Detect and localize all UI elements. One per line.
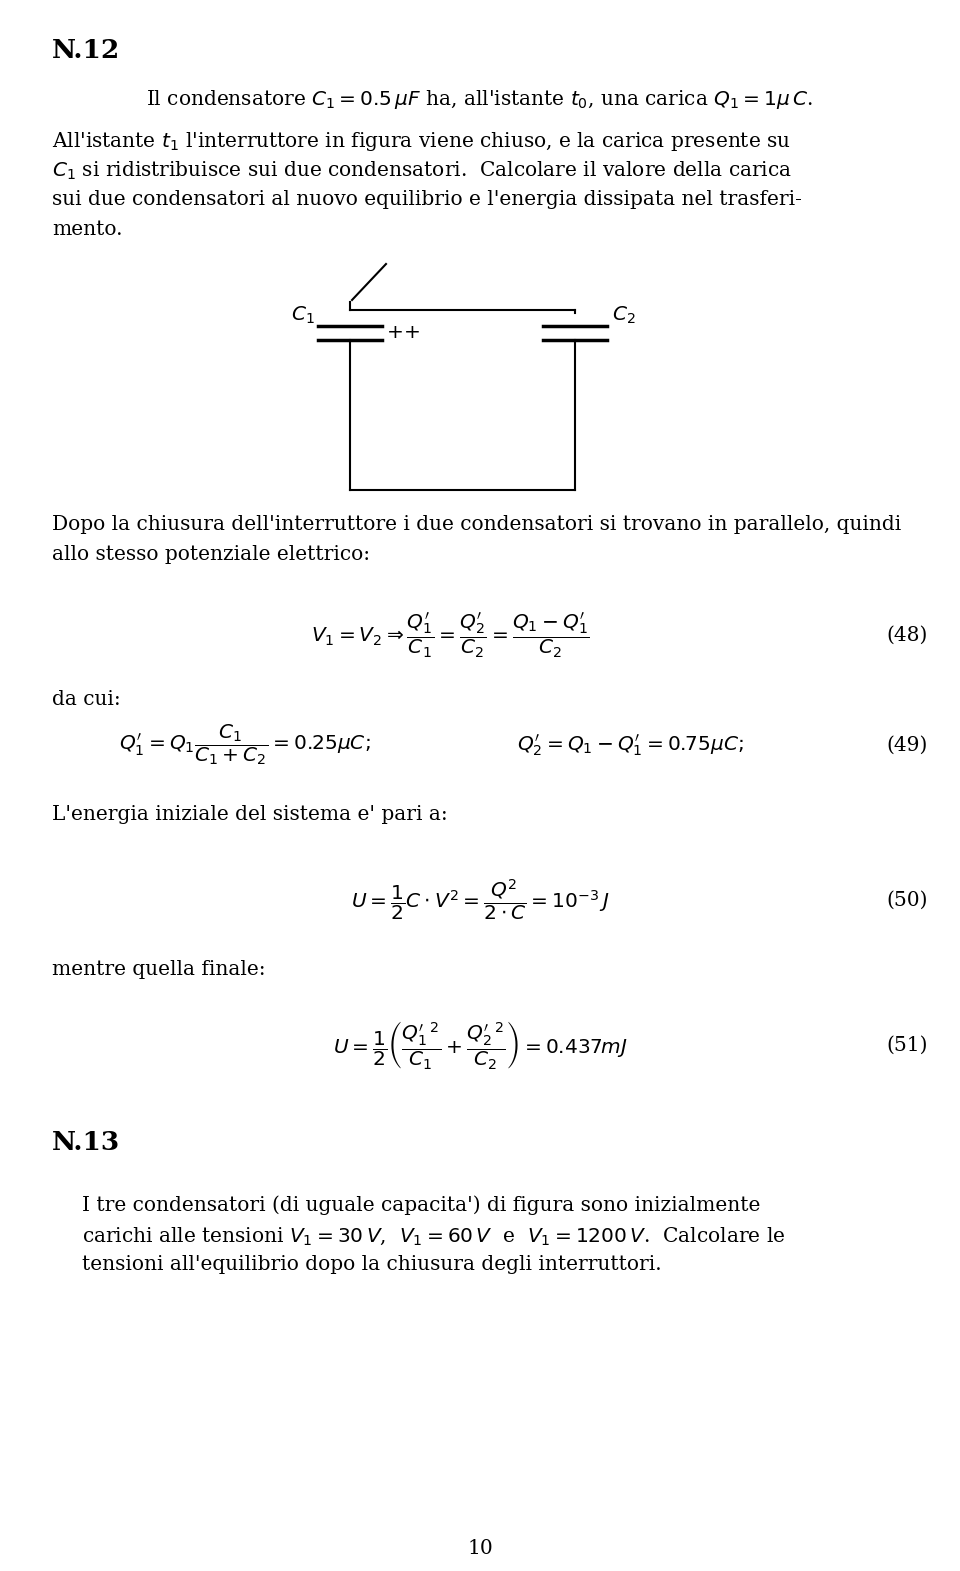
Text: $C_1$: $C_1$: [291, 305, 315, 327]
Text: tensioni all'equilibrio dopo la chiusura degli interruttori.: tensioni all'equilibrio dopo la chiusura…: [82, 1255, 661, 1274]
Text: (48): (48): [887, 625, 928, 644]
Text: N.12: N.12: [52, 38, 120, 63]
Text: $+\!+$: $+\!+$: [386, 322, 420, 341]
Text: (49): (49): [887, 735, 928, 754]
Text: $U = \dfrac{1}{2}\left(\dfrac{Q_1'^{\,2}}{C_1} + \dfrac{Q_2'^{\,2}}{C_2}\right) : $U = \dfrac{1}{2}\left(\dfrac{Q_1'^{\,2}…: [333, 1020, 627, 1071]
Text: $V_1 = V_2 \Rightarrow \dfrac{Q_1'}{C_1} = \dfrac{Q_2'}{C_2} = \dfrac{Q_1 - Q_1': $V_1 = V_2 \Rightarrow \dfrac{Q_1'}{C_1}…: [311, 611, 589, 660]
Text: Dopo la chiusura dell'interruttore i due condensatori si trovano in parallelo, q: Dopo la chiusura dell'interruttore i due…: [52, 515, 901, 534]
Text: mento.: mento.: [52, 220, 123, 239]
Text: $U = \dfrac{1}{2} C \cdot V^2 = \dfrac{Q^2}{2 \cdot C} = 10^{-3}\,J$: $U = \dfrac{1}{2} C \cdot V^2 = \dfrac{Q…: [350, 877, 610, 922]
Text: sui due condensatori al nuovo equilibrio e l'energia dissipata nel trasferi-: sui due condensatori al nuovo equilibrio…: [52, 190, 802, 209]
Text: L'energia iniziale del sistema e' pari a:: L'energia iniziale del sistema e' pari a…: [52, 804, 447, 825]
Text: 10: 10: [468, 1538, 492, 1557]
Text: da cui:: da cui:: [52, 690, 121, 709]
Text: $C_2$: $C_2$: [612, 305, 636, 327]
Text: mentre quella finale:: mentre quella finale:: [52, 960, 266, 979]
Text: (51): (51): [886, 1035, 928, 1054]
Text: carichi alle tensioni $V_1 = 30\,V$,  $V_1 = 60\,V$  e  $V_1 = 1200\,V$.  Calcol: carichi alle tensioni $V_1 = 30\,V$, $V_…: [82, 1225, 785, 1247]
Text: allo stesso potenziale elettrico:: allo stesso potenziale elettrico:: [52, 545, 371, 564]
Text: $C_1$ si ridistribuisce sui due condensatori.  Calcolare il valore della carica: $C_1$ si ridistribuisce sui due condensa…: [52, 160, 792, 182]
Text: N.13: N.13: [52, 1130, 120, 1155]
Text: $Q_2' = Q_1 - Q_1' = 0.75\mu C;$: $Q_2' = Q_1 - Q_1' = 0.75\mu C;$: [516, 732, 743, 757]
Text: $Q_1' = Q_1 \dfrac{C_1}{C_1 + C_2} = 0.25\mu C;$: $Q_1' = Q_1 \dfrac{C_1}{C_1 + C_2} = 0.2…: [119, 723, 371, 768]
Text: Il condensatore $C_1 = 0.5\,\mu F$ ha, all'istante $t_0$, una carica $Q_1 = 1\mu: Il condensatore $C_1 = 0.5\,\mu F$ ha, a…: [147, 88, 813, 112]
Text: All'istante $t_1$ l'interruttore in figura viene chiuso, e la carica presente su: All'istante $t_1$ l'interruttore in figu…: [52, 130, 791, 152]
Text: I tre condensatori (di uguale capacita') di figura sono inizialmente: I tre condensatori (di uguale capacita')…: [82, 1196, 760, 1214]
Text: (50): (50): [886, 891, 928, 910]
